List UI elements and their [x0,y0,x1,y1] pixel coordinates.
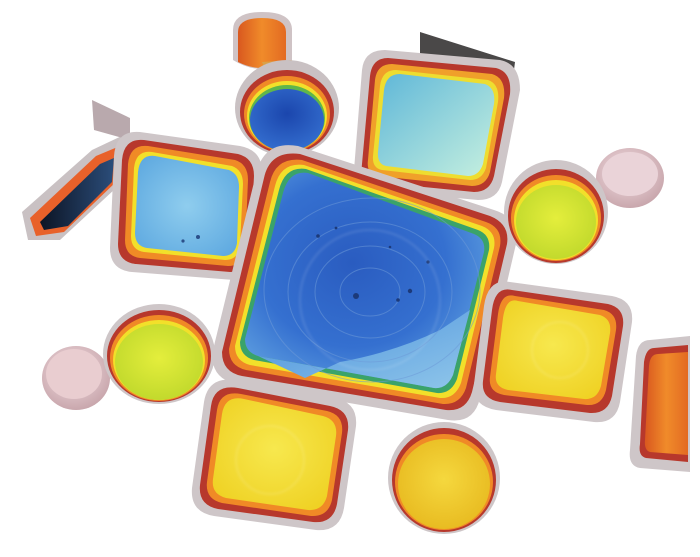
top-right-square-pit [353,32,520,200]
left-circle-pit [42,304,215,410]
central-square-pit [212,145,517,421]
right-circle-pit [504,148,664,264]
bottom-circle-pit [388,422,500,534]
surface-texture-overlay [235,229,589,495]
upper-left-square-pit [110,131,262,280]
left-edge-partial-pit [22,100,130,240]
top-circle-pit [233,12,339,156]
right-edge-partial-pit [629,336,690,472]
right-square-pit [473,281,633,423]
bottom-left-square-pit [191,379,357,531]
